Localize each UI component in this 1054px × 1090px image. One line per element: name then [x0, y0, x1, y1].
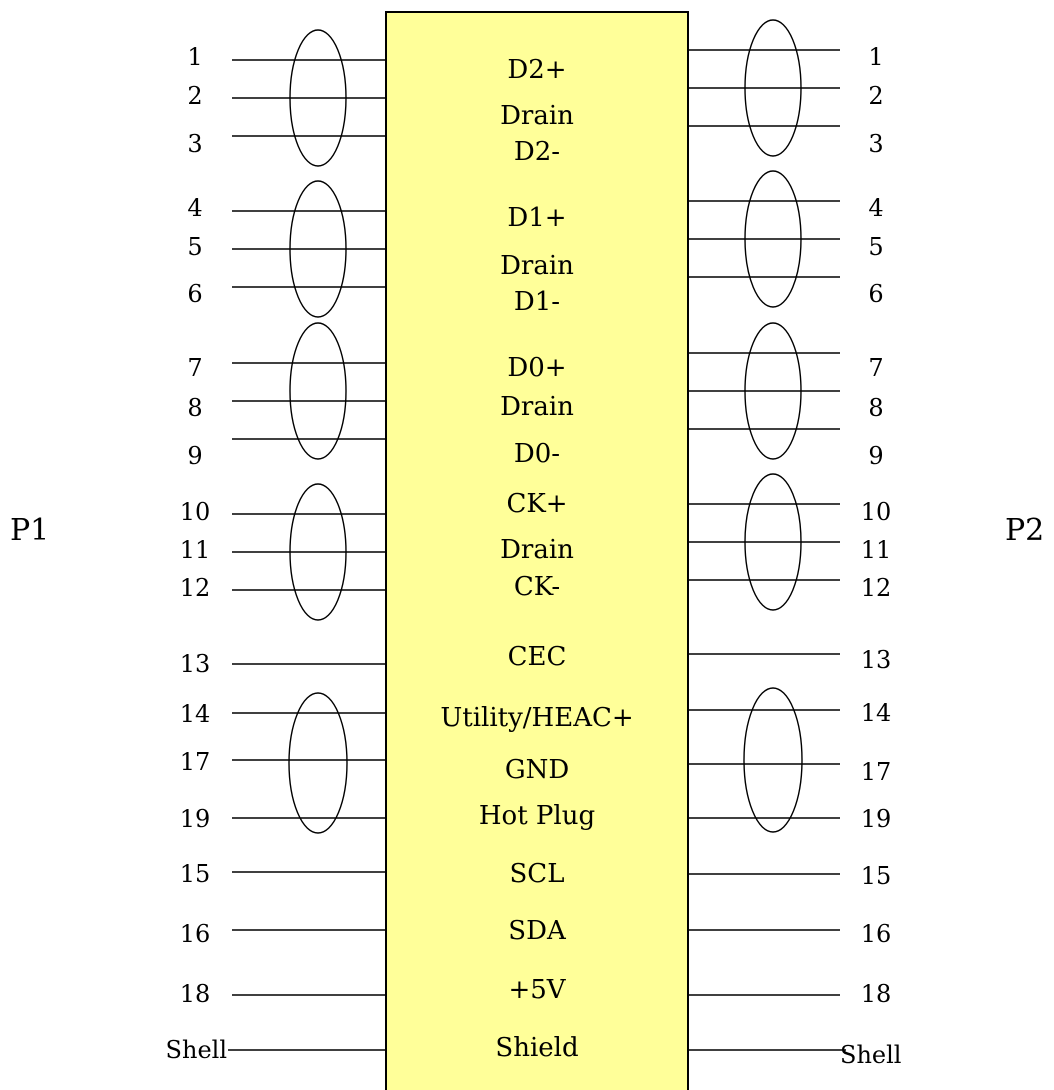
p2-pin-number: 6: [868, 280, 883, 308]
p1-pin-number: Shell: [166, 1036, 227, 1064]
p2-pin-number: 17: [861, 758, 892, 786]
p1-pin-number: 18: [180, 980, 211, 1008]
signal-label-sda: SDA: [508, 916, 567, 946]
signal-label-scl: SCL: [510, 859, 565, 889]
p2-pin-number: 3: [868, 130, 883, 158]
p2-pin-number: 19: [861, 805, 892, 833]
signal-labels: D2+ Drain D2- D1+ Drain D1- D0+ Drain D0…: [440, 55, 633, 1063]
p1-pin-number: 7: [187, 354, 202, 382]
p1-pin-number: 11: [180, 536, 211, 564]
signal-label-drain: Drain: [500, 251, 574, 281]
p2-pin-number: 12: [861, 574, 892, 602]
signal-label-hot-plug: Hot Plug: [479, 801, 595, 831]
p1-pin-number: 5: [187, 233, 202, 261]
p2-pin-number: 5: [868, 233, 883, 261]
signal-label-d1-plus: D1+: [507, 203, 566, 233]
p2-pin-number: 16: [861, 920, 892, 948]
p2-twisted-pair-markers: [743, 19, 803, 833]
signal-label-d2-plus: D2+: [507, 55, 566, 85]
signal-label-drain: Drain: [500, 535, 574, 565]
signal-label-d2-minus: D2-: [514, 137, 560, 167]
p2-pin-numbers: 1 2 3 4 5 6 7 8 9 10 11 12 13 14 17 19 1…: [840, 43, 901, 1069]
p1-twisted-pair-markers: [288, 29, 348, 834]
p2-pin-number: 9: [868, 442, 883, 470]
connector-label-p1: P1: [10, 513, 49, 548]
twisted-pair-marker: [289, 483, 347, 621]
signal-label-ck-minus: CK-: [514, 572, 560, 602]
twisted-pair-marker: [289, 180, 347, 318]
signal-label-drain: Drain: [500, 392, 574, 422]
p2-pin-number: 15: [861, 862, 892, 890]
p1-pin-number: 14: [180, 700, 211, 728]
p2-pin-number: 11: [861, 536, 892, 564]
p1-pin-number: 10: [180, 498, 211, 526]
signal-label-d0-plus: D0+: [507, 353, 566, 383]
p1-pin-number: 17: [180, 748, 211, 776]
p1-wires: [228, 59, 386, 1051]
signal-label-utility-heac: Utility/HEAC+: [440, 703, 633, 733]
signal-label-5v: +5V: [508, 975, 566, 1005]
signal-label-d1-minus: D1-: [514, 287, 560, 317]
p1-pin-number: 15: [180, 860, 211, 888]
p2-pin-number: 18: [861, 980, 892, 1008]
p1-pin-number: 8: [187, 394, 202, 422]
twisted-pair-marker: [288, 692, 348, 834]
p1-pin-number: 3: [187, 130, 202, 158]
twisted-pair-marker: [289, 29, 347, 167]
p2-pin-number: 8: [868, 394, 883, 422]
p2-pin-number: 14: [861, 699, 892, 727]
signal-label-ck-plus: CK+: [506, 489, 567, 519]
p1-pin-number: 4: [187, 194, 202, 222]
p1-pin-number: 6: [187, 280, 202, 308]
signal-label-gnd: GND: [505, 755, 569, 785]
p1-pin-number: 9: [187, 442, 202, 470]
p1-pin-number: 1: [187, 43, 202, 71]
p1-pin-number: 13: [180, 650, 211, 678]
p2-wires: [688, 49, 846, 1051]
p2-pin-number: 1: [868, 43, 883, 71]
twisted-pair-marker: [744, 170, 802, 308]
twisted-pair-marker: [744, 473, 802, 611]
p2-pin-number: 13: [861, 646, 892, 674]
p2-pin-number: 7: [868, 354, 883, 382]
signal-label-shield: Shield: [495, 1033, 578, 1063]
twisted-pair-marker: [289, 322, 347, 460]
p1-pin-numbers: 1 2 3 4 5 6 7 8 9 10 11 12 13 14 17 19 1…: [166, 43, 227, 1064]
p2-pin-number: 10: [861, 498, 892, 526]
signal-label-d0-minus: D0-: [514, 439, 560, 469]
signal-label-cec: CEC: [508, 642, 567, 672]
cable-body: [385, 11, 689, 1090]
twisted-pair-marker: [744, 19, 802, 157]
p2-pin-number: 2: [868, 82, 883, 110]
p1-pin-number: 16: [180, 920, 211, 948]
p1-pin-number: 12: [180, 574, 211, 602]
connector-label-p2: P2: [1005, 513, 1044, 548]
twisted-pair-marker: [743, 687, 803, 833]
signal-label-drain: Drain: [500, 101, 574, 131]
p2-pin-number: Shell: [840, 1041, 901, 1069]
p1-pin-number: 2: [187, 82, 202, 110]
twisted-pair-marker: [744, 322, 802, 460]
p1-pin-number: 19: [180, 805, 211, 833]
p2-pin-number: 4: [868, 194, 883, 222]
